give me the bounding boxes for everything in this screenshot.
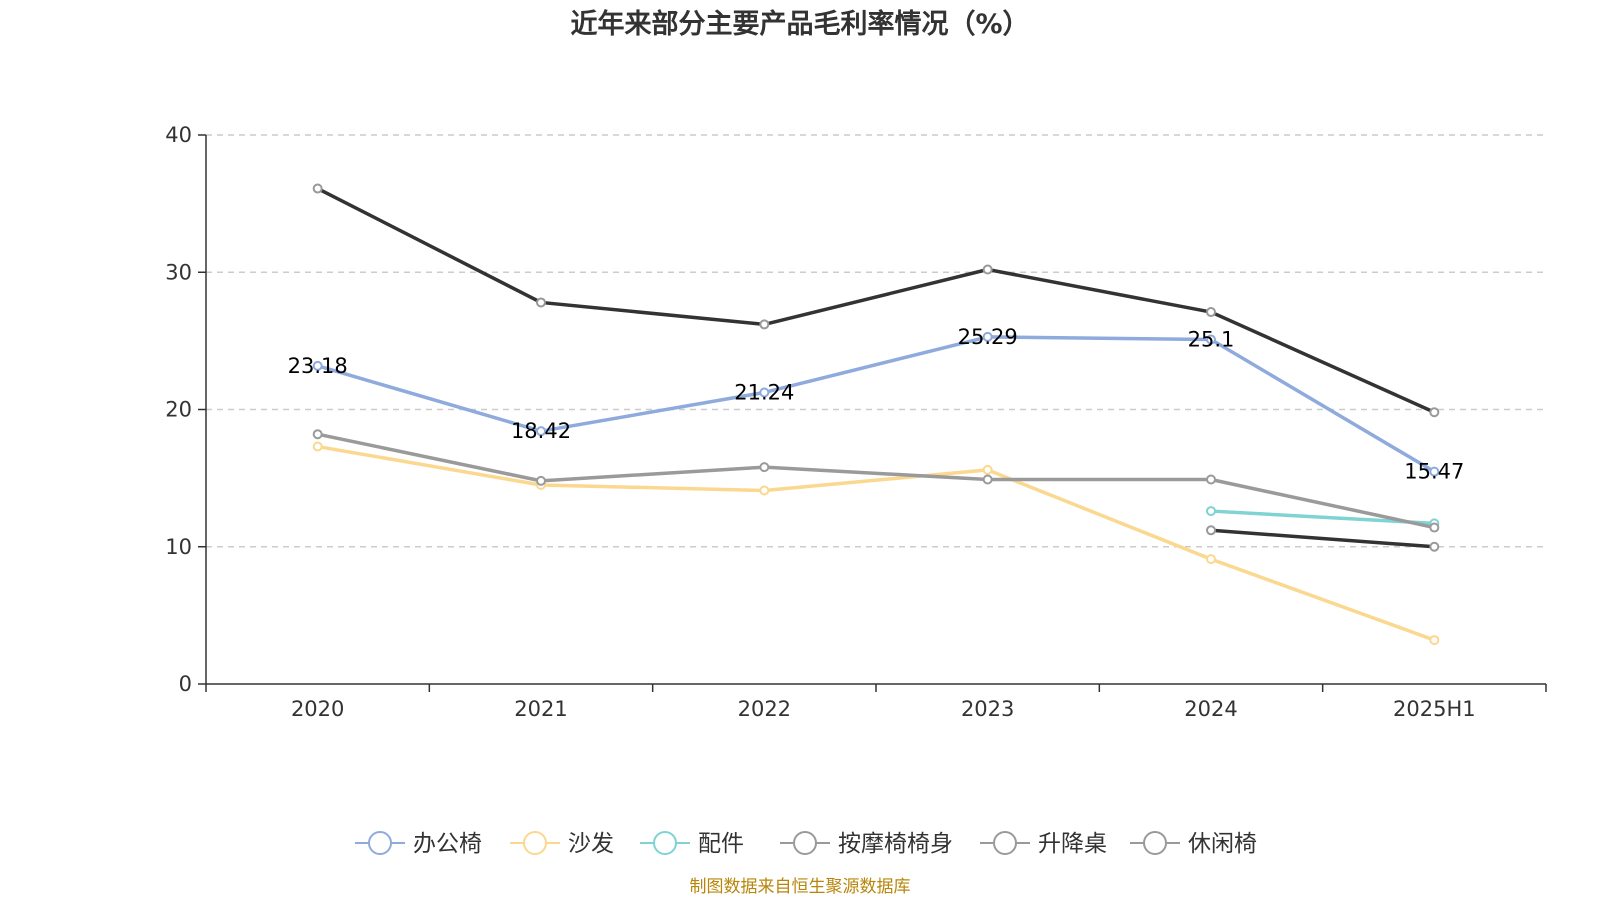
legend-marker-icon (368, 831, 392, 855)
data-point (1429, 466, 1440, 477)
data-label: 25.1 (1188, 328, 1235, 352)
legend-marker-icon (1143, 831, 1167, 855)
series-1 (312, 331, 1440, 477)
y-tick-label: 20 (165, 398, 192, 422)
grid-lines (206, 134, 1546, 548)
chart-title: 近年来部分主要产品毛利率情况（%） (570, 8, 1029, 40)
data-point (1206, 506, 1216, 517)
x-tick-label: 2023 (961, 697, 1014, 721)
legend-label: 办公椅 (413, 831, 482, 857)
series-line (317, 432, 1435, 530)
series-line (317, 335, 1436, 474)
y-tick-label: 30 (165, 260, 192, 284)
data-label: 25.29 (958, 325, 1018, 349)
source-note: 制图数据来自恒生聚源数据库 (690, 877, 911, 897)
data-labels: 23.18 18.42 21.24 25.29 25.1 15.47 (288, 325, 1465, 484)
legend-marker-icon (653, 831, 677, 855)
legend-label: 休闲椅 (1188, 831, 1257, 857)
data-label: 23.18 (288, 354, 348, 378)
legend-item: 配件 (640, 831, 744, 857)
y-tick-label: 0 (179, 672, 192, 696)
data-label: 21.24 (734, 380, 794, 404)
data-label: 15.47 (1404, 460, 1464, 484)
x-tick-label: 2020 (291, 697, 344, 721)
series-line (1210, 528, 1435, 549)
data-point (1206, 525, 1216, 536)
legend-label: 沙发 (568, 831, 614, 857)
axes: 0 10 20 30 40 2020 2021 2022 2023 2024 2025H1 (165, 123, 1547, 721)
data-point (759, 462, 770, 473)
data-point (312, 441, 323, 452)
data-point (1429, 635, 1440, 646)
data-point (536, 475, 546, 486)
legend-item: 沙发 (510, 831, 614, 857)
series-line (1210, 509, 1435, 526)
x-tick-label: 2022 (738, 697, 791, 721)
data-point (536, 297, 546, 308)
data-point (1206, 334, 1216, 345)
data-point (982, 331, 993, 342)
data-point (759, 485, 770, 496)
data-label: 18.42 (511, 419, 571, 443)
legend-item: 升降桌 (980, 831, 1107, 857)
legend-label: 升降桌 (1038, 831, 1107, 857)
series-4 (312, 429, 1440, 533)
data-point (982, 264, 993, 275)
data-point (312, 360, 323, 371)
legend-label: 按摩椅椅身 (838, 831, 953, 857)
data-point (759, 319, 770, 330)
x-tick-label: 2025H1 (1393, 697, 1476, 721)
data-point (1429, 541, 1440, 552)
data-point (982, 474, 993, 485)
data-point (1206, 474, 1216, 485)
legend-marker-icon (993, 831, 1017, 855)
series-5 (1206, 525, 1440, 552)
legend: 办公椅 沙发 配件 按摩椅椅身 升降桌 休闲椅 (355, 831, 1257, 857)
legend-label: 配件 (698, 831, 744, 857)
x-tick-label: 2021 (514, 697, 567, 721)
y-tick-label: 40 (165, 123, 192, 147)
legend-item: 按摩椅椅身 (780, 831, 953, 857)
series-line (317, 444, 1435, 642)
data-point (1206, 307, 1216, 318)
y-tick-label: 10 (165, 535, 192, 559)
series-layer (312, 183, 1440, 646)
data-point (312, 429, 323, 440)
data-point (759, 387, 770, 398)
data-point (536, 426, 546, 437)
data-point (1429, 522, 1440, 533)
series-line (316, 186, 1436, 414)
data-point (1429, 407, 1440, 418)
data-point (982, 464, 993, 475)
series-6 (312, 183, 1440, 418)
legend-item: 办公椅 (355, 831, 482, 857)
legend-marker-icon (793, 831, 817, 855)
x-tick-label: 2024 (1184, 697, 1237, 721)
series-3 (1206, 506, 1440, 529)
legend-item: 休闲椅 (1130, 831, 1257, 857)
data-point (312, 183, 323, 194)
data-point (1206, 554, 1216, 565)
legend-marker-icon (523, 831, 547, 855)
